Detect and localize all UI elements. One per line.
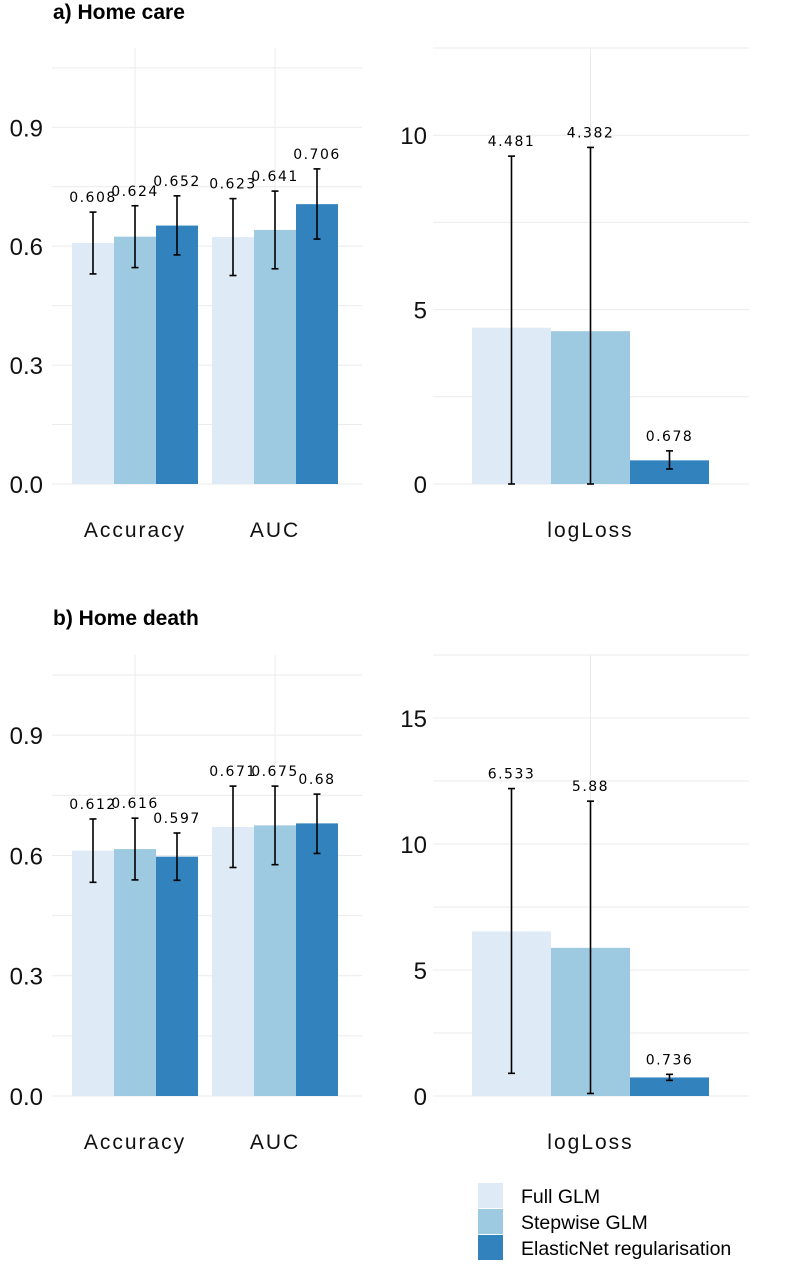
data-label: 5.88	[572, 779, 609, 795]
bar	[630, 1077, 709, 1096]
y-tick-label: 0.0	[10, 1084, 43, 1111]
x-category-label: AUC	[250, 1131, 300, 1154]
bar	[212, 237, 254, 484]
y-tick-label: 10	[400, 123, 427, 150]
data-label: 0.678	[646, 429, 694, 445]
data-label: 0.616	[111, 796, 159, 812]
data-label: 4.382	[567, 125, 615, 141]
data-label: 0.68	[298, 772, 335, 788]
bar	[156, 225, 198, 484]
bar	[254, 229, 296, 484]
data-label: 0.706	[293, 147, 341, 163]
bar	[630, 460, 709, 484]
legend-key	[478, 1209, 503, 1234]
data-label: 0.624	[111, 184, 159, 200]
data-label: 0.612	[69, 797, 117, 813]
y-tick-label: 0	[414, 1084, 427, 1111]
legend-key	[478, 1235, 503, 1260]
y-tick-label: 5	[414, 298, 427, 325]
y-tick-label: 0.3	[10, 353, 43, 380]
data-label: 6.533	[488, 767, 536, 783]
chart-panel: 0 5 10 logLoss 4.481 4.382 0.678	[400, 47, 749, 542]
bar	[254, 825, 296, 1096]
bar	[296, 823, 338, 1096]
y-tick-label: 0.6	[10, 843, 43, 870]
data-label: 0.675	[251, 764, 299, 780]
data-label: 0.652	[153, 174, 201, 190]
bar	[114, 849, 156, 1096]
data-label: 0.623	[209, 177, 257, 193]
x-category-label: logLoss	[547, 1131, 633, 1154]
data-label: 4.481	[488, 134, 536, 150]
panel-title-home-care: a) Home care	[53, 1, 185, 24]
data-label: 0.641	[251, 169, 299, 185]
legend-label: Full GLM	[521, 1186, 600, 1208]
bar	[156, 856, 198, 1096]
chart-panel: 0 5 10 15 logLoss 6.533 5.88 0.736	[400, 654, 749, 1154]
legend-label: Stepwise GLM	[521, 1212, 648, 1234]
bar	[212, 826, 254, 1096]
data-label: 0.608	[69, 190, 117, 206]
bar	[296, 204, 338, 484]
legend: Full GLM Stepwise GLM ElasticNet regularis…	[478, 1183, 731, 1260]
data-label: 0.736	[646, 1052, 694, 1068]
y-tick-label: 0.6	[10, 234, 43, 261]
bar	[114, 236, 156, 484]
x-category-label: Accuracy	[84, 1131, 186, 1154]
y-tick-label: 10	[400, 832, 427, 859]
bar	[72, 243, 114, 484]
bar	[72, 850, 114, 1096]
y-tick-label: 0.9	[10, 115, 43, 142]
legend-label: ElasticNet regularisation	[521, 1238, 731, 1260]
y-tick-label: 0	[414, 472, 427, 499]
x-category-label: Accuracy	[84, 519, 186, 542]
data-label: 0.597	[153, 811, 201, 827]
y-tick-label: 15	[400, 706, 427, 733]
y-tick-label: 0.0	[10, 472, 43, 499]
x-category-label: AUC	[250, 519, 300, 542]
legend-key	[478, 1183, 503, 1208]
y-tick-label: 0.9	[10, 723, 43, 750]
x-category-label: logLoss	[547, 519, 633, 542]
y-tick-label: 5	[414, 958, 427, 985]
y-tick-label: 0.3	[10, 964, 43, 991]
data-label: 0.671	[209, 764, 257, 780]
panel-title-home-death: b) Home death	[53, 607, 199, 630]
